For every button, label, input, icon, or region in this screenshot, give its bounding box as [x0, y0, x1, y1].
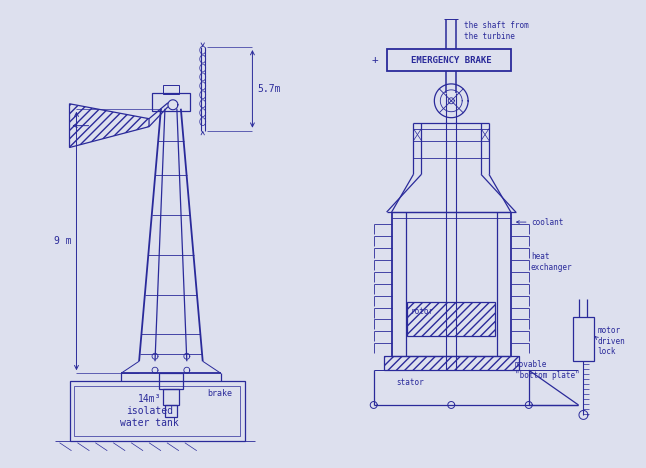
Text: movable
"bottom plate": movable "bottom plate" — [515, 360, 579, 380]
Bar — [163, 85, 179, 94]
Text: rotor: rotor — [410, 307, 433, 315]
Bar — [70, 381, 245, 441]
Bar — [386, 49, 511, 71]
Bar — [572, 316, 594, 361]
Bar — [159, 373, 183, 389]
Text: motor
driven
lock: motor driven lock — [598, 327, 625, 356]
Text: +: + — [371, 55, 378, 65]
Bar — [165, 405, 177, 417]
Text: brake: brake — [207, 388, 233, 397]
Text: 14m³
isolated
water tank: 14m³ isolated water tank — [120, 395, 179, 428]
Text: the shaft from
the turbine: the shaft from the turbine — [464, 21, 529, 41]
Text: EMERGENCY BRAKE: EMERGENCY BRAKE — [411, 56, 492, 65]
Bar — [384, 356, 519, 370]
Text: 9 m: 9 m — [54, 236, 72, 246]
Text: heat
exchanger: heat exchanger — [531, 252, 572, 271]
Bar — [74, 386, 240, 436]
Bar — [152, 93, 190, 111]
Bar — [163, 389, 179, 405]
Text: stator: stator — [397, 378, 424, 387]
Bar — [408, 301, 495, 336]
Text: 5.7m: 5.7m — [257, 84, 281, 94]
Text: coolant: coolant — [531, 218, 563, 227]
